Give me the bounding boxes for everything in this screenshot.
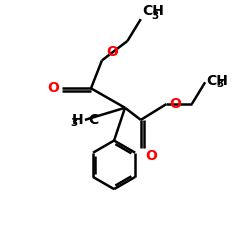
Text: H: H — [72, 113, 84, 127]
Text: 3: 3 — [71, 118, 78, 128]
Text: O: O — [169, 97, 181, 111]
Text: 3: 3 — [216, 79, 223, 89]
Text: CH: CH — [206, 74, 228, 88]
Text: CH: CH — [142, 4, 164, 18]
Text: O: O — [47, 81, 59, 95]
Text: C: C — [88, 113, 98, 127]
Text: O: O — [106, 45, 118, 59]
Text: O: O — [145, 149, 157, 163]
Text: 3: 3 — [152, 11, 159, 21]
